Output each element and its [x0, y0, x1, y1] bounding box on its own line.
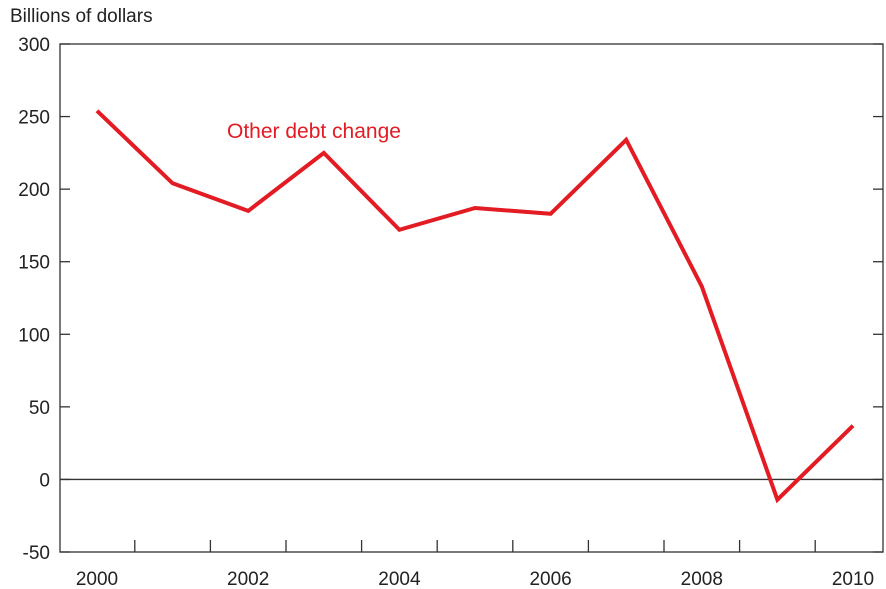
y-tick-label: 300	[18, 35, 50, 56]
x-tick-label: 2002	[227, 569, 269, 589]
chart-axes: -50 0 50 100 150 200 250 300 2000 2002 2004 2006 200…	[18, 35, 884, 589]
y-tick-label: 200	[18, 180, 50, 201]
series-label: Other debt change	[227, 120, 401, 143]
x-tick-label: 2004	[378, 569, 421, 589]
chart-series: Other debt change	[95, 109, 855, 504]
plot-frame	[59, 43, 884, 553]
x-tick-label: 2008	[681, 569, 723, 589]
y-tick-label: 250	[18, 108, 50, 129]
y-tick-label: 150	[18, 253, 50, 274]
x-tick-label: 2006	[529, 569, 571, 589]
y-axis-title: Billions of dollars	[10, 6, 153, 27]
x-tick-label: 2000	[76, 569, 118, 589]
y-tick-label: 100	[18, 325, 50, 346]
series-line	[95, 109, 855, 504]
y-tick-label: 50	[29, 398, 50, 419]
x-tick-label: 2010	[832, 569, 874, 589]
y-tick-label: -50	[23, 543, 50, 564]
y-tick-label: 0	[39, 470, 50, 491]
